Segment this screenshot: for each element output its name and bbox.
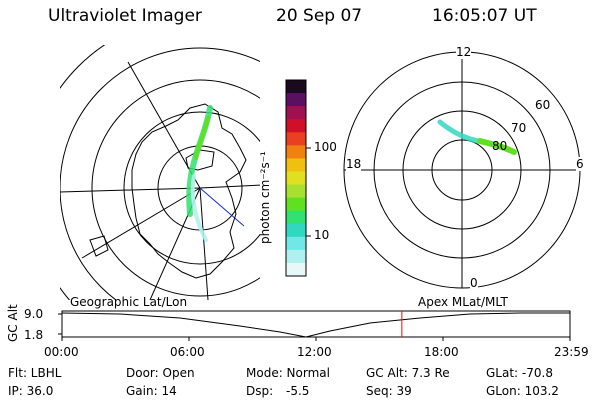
mlt-label-midnight: 0 [470, 276, 478, 290]
altitude-strip [58, 310, 571, 341]
color-bar-cell [286, 210, 306, 225]
mode-info: Mode: Normal [246, 366, 330, 380]
color-bar-cell [286, 171, 306, 186]
color-bar-cell [286, 145, 306, 159]
altitude-trace [61, 312, 570, 338]
dsp-label: Dsp: [246, 384, 274, 398]
polar-plot [343, 51, 581, 289]
polar-auroral-emission [437, 119, 517, 155]
altitude-x-tick-label: 06:00 [170, 345, 205, 359]
mlat-label-80: 80 [492, 139, 508, 153]
color-bar-cell [286, 93, 306, 107]
sun-direction-line [199, 187, 245, 227]
mlt-label-dusk: 18 [346, 157, 362, 171]
geo-lat-circle [60, 47, 260, 300]
color-bar-cell [286, 262, 306, 277]
color-bar-cell [286, 236, 306, 251]
coastline [131, 103, 247, 279]
altitude-x-tick-label: 00:00 [44, 345, 79, 359]
color-bar-cell [286, 106, 306, 120]
polar-plot-label: Apex MLat/MLT [418, 295, 508, 309]
geo-meridian [60, 187, 201, 193]
mlat-label-70: 70 [511, 121, 527, 135]
geo-meridian [199, 187, 209, 300]
glon-info: GLon: 103.2 [486, 384, 559, 398]
geo-lat-circle [91, 79, 260, 297]
color-bar-cell [286, 80, 306, 94]
gc-alt-info: GC Alt: 7.3 Re [366, 366, 450, 380]
color-bar-frame [285, 79, 307, 277]
door-info: Door: Open [126, 366, 195, 380]
geo-lat-circle [123, 111, 260, 265]
seq-info: Seq: 39 [366, 384, 412, 398]
color-bar-cell [286, 249, 306, 264]
geographic-map [60, 45, 260, 300]
color-bar-unit-label: photon cm⁻²s⁻¹ [258, 151, 272, 244]
altitude-y-tick-label: 9.0 [24, 307, 44, 321]
altitude-x-tick-label: 18:00 [424, 345, 459, 359]
altitude-x-tick-label: 12:00 [297, 345, 332, 359]
auroral-emission-core [194, 116, 210, 160]
geographic-map-label: Geographic Lat/Lon [70, 295, 188, 309]
observation-date: 20 Sep 07 [276, 6, 363, 26]
filter-info: Flt: LBHL [8, 366, 62, 380]
color-bar-cell [286, 132, 306, 146]
color-bar-cell [286, 197, 306, 212]
altitude-y-tick-label: 1.8 [24, 328, 44, 342]
color-bar [285, 79, 311, 277]
dsp-value: -5.5 [286, 384, 310, 398]
altitude-y-label: GC Alt [6, 304, 20, 342]
coastline-island [89, 235, 109, 257]
mlat-label-60: 60 [535, 98, 551, 112]
color-bar-cell [286, 119, 306, 133]
mlt-label-noon: 12 [456, 45, 472, 59]
gain-info: Gain: 14 [126, 384, 177, 398]
auroral-emission-faint [190, 174, 208, 242]
mlt-label-dawn: 6 [576, 157, 584, 171]
color-bar-tick-label: 10 [314, 228, 330, 242]
geo-meridian [199, 184, 260, 189]
observation-time: 16:05:07 UT [432, 6, 537, 26]
color-bar-cell [286, 223, 306, 238]
glat-info: GLat: -70.8 [486, 366, 553, 380]
altitude-x-tick-label: 23:59 [554, 345, 589, 359]
instrument-title: Ultraviolet Imager [48, 6, 202, 26]
geo-meridian [81, 187, 201, 259]
color-bar-cell [286, 158, 306, 172]
ip-info: IP: 36.0 [8, 384, 54, 398]
polar-oval-bright [477, 138, 517, 155]
color-bar-tick-label: 100 [314, 140, 337, 154]
color-bar-cell [286, 184, 306, 199]
